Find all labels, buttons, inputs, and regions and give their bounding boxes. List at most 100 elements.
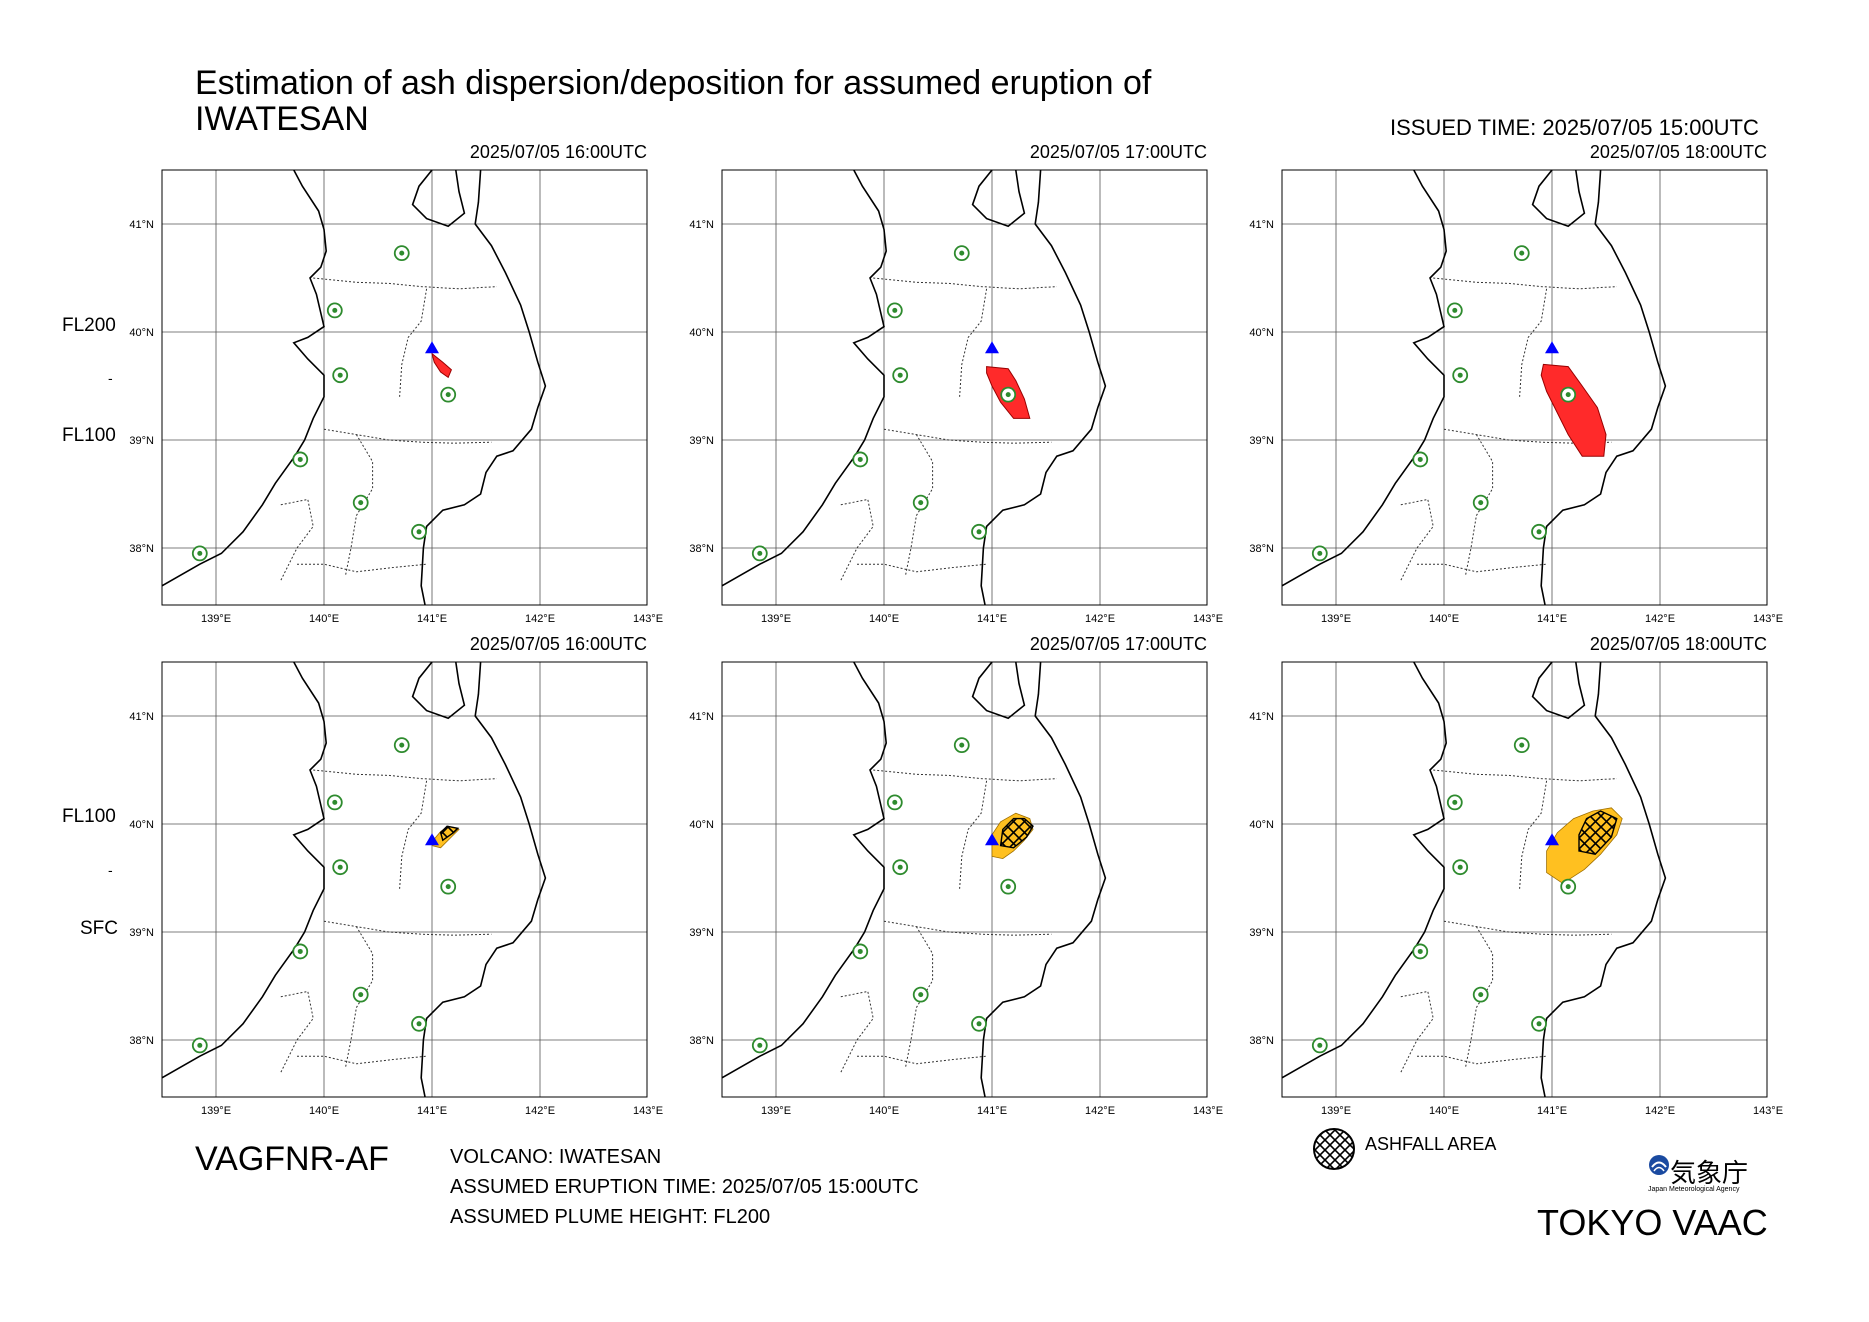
lon-tick-label: 141°E bbox=[417, 1105, 447, 1117]
coastline bbox=[971, 662, 1026, 720]
city-dot bbox=[416, 1021, 422, 1027]
prefecture-border bbox=[1443, 920, 1612, 936]
map-panel-lower-1: 2025/07/05 16:00UTC 139°E 140°E 141°E 142°E… bbox=[129, 634, 663, 1117]
panel-time: 2025/07/05 17:00UTC bbox=[1029, 142, 1207, 162]
volcano-name: VOLCANO: IWATESAN bbox=[450, 1146, 662, 1168]
lat-tick-label: 38°N bbox=[689, 1035, 714, 1047]
city-dot bbox=[897, 864, 903, 870]
lon-tick-label: 140°E bbox=[869, 613, 899, 625]
lat-tick-label: 39°N bbox=[1249, 435, 1274, 447]
map-frame bbox=[721, 169, 1208, 606]
city-dot bbox=[757, 1042, 763, 1048]
prefecture-border bbox=[1400, 498, 1434, 581]
prefecture-border bbox=[959, 288, 988, 397]
lon-tick-label: 142°E bbox=[1085, 613, 1115, 625]
lat-tick-label: 38°N bbox=[129, 1035, 154, 1047]
coastline bbox=[420, 662, 547, 1097]
lon-tick-label: 139°E bbox=[1321, 1105, 1351, 1117]
lat-tick-label: 40°N bbox=[689, 327, 714, 339]
row2-top-label: FL100 bbox=[62, 806, 116, 827]
jma-name-en: Japan Meteorological Agency bbox=[1648, 1186, 1740, 1193]
city-dot bbox=[959, 250, 965, 256]
lon-tick-label: 140°E bbox=[309, 613, 339, 625]
city-dot bbox=[1478, 500, 1484, 506]
lat-tick-label: 41°N bbox=[129, 219, 154, 231]
panel-time: 2025/07/05 17:00UTC bbox=[1029, 634, 1207, 654]
prefecture-border bbox=[883, 920, 1052, 936]
prefecture-border bbox=[1433, 769, 1617, 782]
city-dot bbox=[358, 992, 364, 998]
prefecture-border bbox=[297, 563, 427, 573]
city-dot bbox=[1457, 372, 1463, 378]
ash-cloud-upper bbox=[1540, 363, 1607, 457]
lat-tick-label: 41°N bbox=[1249, 711, 1274, 723]
city-dot bbox=[857, 948, 863, 954]
city-dot bbox=[857, 456, 863, 462]
coastline bbox=[1282, 170, 1448, 587]
city-dot bbox=[1452, 307, 1458, 313]
prefecture-border bbox=[280, 990, 314, 1073]
ashfall-area bbox=[1578, 810, 1618, 855]
city-dot bbox=[1565, 884, 1571, 890]
lon-tick-label: 140°E bbox=[309, 1105, 339, 1117]
jma-name-jp: 気象庁 bbox=[1670, 1158, 1749, 1188]
volcano-triangle-icon bbox=[985, 341, 999, 354]
panel-time: 2025/07/05 18:00UTC bbox=[1589, 634, 1767, 654]
map-title-line2: IWATESAN bbox=[195, 100, 369, 138]
prefecture-border bbox=[280, 498, 314, 581]
prefecture-border bbox=[959, 780, 988, 889]
volcano-triangle-icon bbox=[1545, 341, 1559, 354]
ashfall-area bbox=[999, 817, 1034, 849]
lon-tick-label: 141°E bbox=[1537, 613, 1567, 625]
city-dot bbox=[399, 250, 405, 256]
city-dot bbox=[399, 742, 405, 748]
city-dot bbox=[197, 1042, 203, 1048]
lat-tick-label: 38°N bbox=[1249, 543, 1274, 555]
city-dot bbox=[332, 307, 338, 313]
volcano-triangle-icon bbox=[985, 833, 999, 846]
city-dot bbox=[1565, 392, 1571, 398]
prefecture-border bbox=[323, 920, 492, 936]
coastline bbox=[971, 170, 1026, 228]
lat-tick-label: 39°N bbox=[689, 927, 714, 939]
map-panel-lower-2: 2025/07/05 17:00UTC 139°E 140°E 141°E 142°E… bbox=[689, 634, 1223, 1117]
prefecture-border bbox=[1417, 1055, 1547, 1065]
product-code: VAGFNR-AF bbox=[195, 1140, 389, 1178]
map-panel-lower-3: 2025/07/05 18:00UTC 139°E 140°E 141°E 142°E… bbox=[1249, 634, 1783, 1117]
plume-height: ASSUMED PLUME HEIGHT: FL200 bbox=[450, 1206, 771, 1228]
prefecture-border bbox=[313, 277, 497, 290]
lon-tick-label: 143°E bbox=[1753, 613, 1783, 625]
lon-tick-label: 141°E bbox=[417, 613, 447, 625]
volcano-triangle-icon bbox=[1545, 833, 1559, 846]
city-dot bbox=[918, 500, 924, 506]
legend-ashfall-label: ASHFALL AREA bbox=[1365, 1134, 1497, 1154]
city-dot bbox=[897, 372, 903, 378]
coastline bbox=[980, 662, 1107, 1097]
row1-separator: - bbox=[108, 370, 113, 386]
crosshatch-circle-icon bbox=[1313, 1128, 1355, 1170]
coastline bbox=[722, 170, 888, 587]
lon-tick-label: 140°E bbox=[869, 1105, 899, 1117]
lat-tick-label: 40°N bbox=[1249, 327, 1274, 339]
city-dot bbox=[976, 529, 982, 535]
map-frame bbox=[1281, 169, 1768, 606]
city-dot bbox=[297, 948, 303, 954]
map-svg: 139°E 140°E 141°E 142°E 143°E 41°N 40°N 39°N 38°… bbox=[129, 661, 663, 1117]
prefecture-border bbox=[883, 428, 1052, 444]
map-panel-upper-3: 2025/07/05 18:00UTC 139°E 140°E 141°E 142°E… bbox=[1249, 142, 1783, 625]
panel-time: 2025/07/05 16:00UTC bbox=[469, 634, 647, 654]
prefecture-border bbox=[399, 780, 428, 889]
city-dot bbox=[1519, 250, 1525, 256]
lon-tick-label: 139°E bbox=[1321, 613, 1351, 625]
coastline bbox=[162, 170, 328, 587]
map-svg: 139°E 140°E 141°E 142°E 143°E 41°N 40°N 39°N 38°… bbox=[1249, 169, 1783, 625]
lat-tick-label: 39°N bbox=[689, 435, 714, 447]
issued-time: ISSUED TIME: 2025/07/05 15:00UTC bbox=[1390, 115, 1759, 140]
lon-tick-label: 140°E bbox=[1429, 613, 1459, 625]
panel-time: 2025/07/05 18:00UTC bbox=[1589, 142, 1767, 162]
coastline bbox=[1531, 662, 1586, 720]
city-dot bbox=[1417, 948, 1423, 954]
row1-top-label: FL200 bbox=[62, 315, 116, 336]
lon-tick-label: 143°E bbox=[1193, 1105, 1223, 1117]
row2-separator: - bbox=[108, 862, 113, 878]
